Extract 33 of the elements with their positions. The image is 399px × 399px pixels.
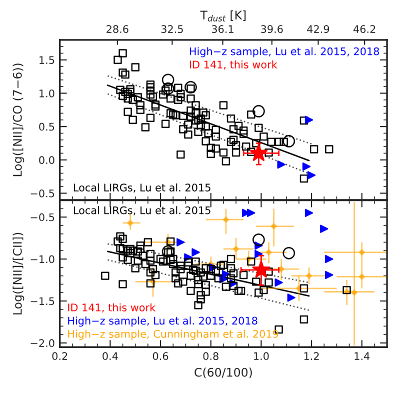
y-axis-title: Log([NII]/[CII]): [12, 232, 24, 314]
y-tick-label: 0.5: [39, 122, 54, 131]
y-tick-label: −0.5: [30, 189, 54, 198]
text: High−z sample, Lu et al. 2015, 2018: [68, 316, 258, 327]
y-tick-label: 0.0: [39, 156, 54, 164]
text: ID 141, this work: [190, 60, 278, 70]
x2-tick-label: 32.5: [161, 25, 183, 34]
x-tick-label: 0.8: [203, 352, 218, 360]
x-tick-label: 0.2: [52, 352, 68, 360]
text: High−z sample, Cunningham et al. 2019: [68, 330, 278, 340]
y-tick-label: −0.5: [30, 213, 54, 222]
x-tick-label: 1.4: [354, 352, 370, 360]
y-tick-label: 1.5: [40, 56, 54, 64]
y-tick-label: −2.0: [30, 339, 54, 348]
x2-tick-label: 36.1: [212, 25, 234, 34]
annotation: Local LIRGs, Lu et al. 2015: [74, 206, 210, 216]
y-tick-label: −1.5: [30, 297, 54, 306]
annotation: Local LIRGs, Lu et al. 2015: [74, 183, 210, 193]
x-tick-label: 0.4: [102, 352, 118, 360]
x-tick-label: 0.6: [152, 352, 168, 360]
y-tick-label: −1.0: [30, 255, 54, 264]
x-axis-title: C(60/100): [194, 368, 252, 378]
x-tick-label: 1.0: [254, 352, 269, 360]
y-tick-label: 1.0: [40, 89, 54, 98]
x2-tick-label: 39.6: [261, 25, 283, 34]
x2-tick-label: 42.9: [307, 25, 330, 34]
x2-tick-label: 28.6: [106, 25, 128, 34]
x2-tick-label: 46.2: [353, 25, 376, 34]
text: ID 141, this work: [68, 303, 156, 312]
x2-axis-title: T$_{dust}$ [K]: [200, 10, 246, 22]
x-tick-label: 1.2: [304, 352, 319, 360]
y-axis-title: Log([NII]/CO (7−6)): [12, 64, 24, 176]
text: High−z sample, Lu et al. 2015, 2018: [190, 47, 380, 58]
